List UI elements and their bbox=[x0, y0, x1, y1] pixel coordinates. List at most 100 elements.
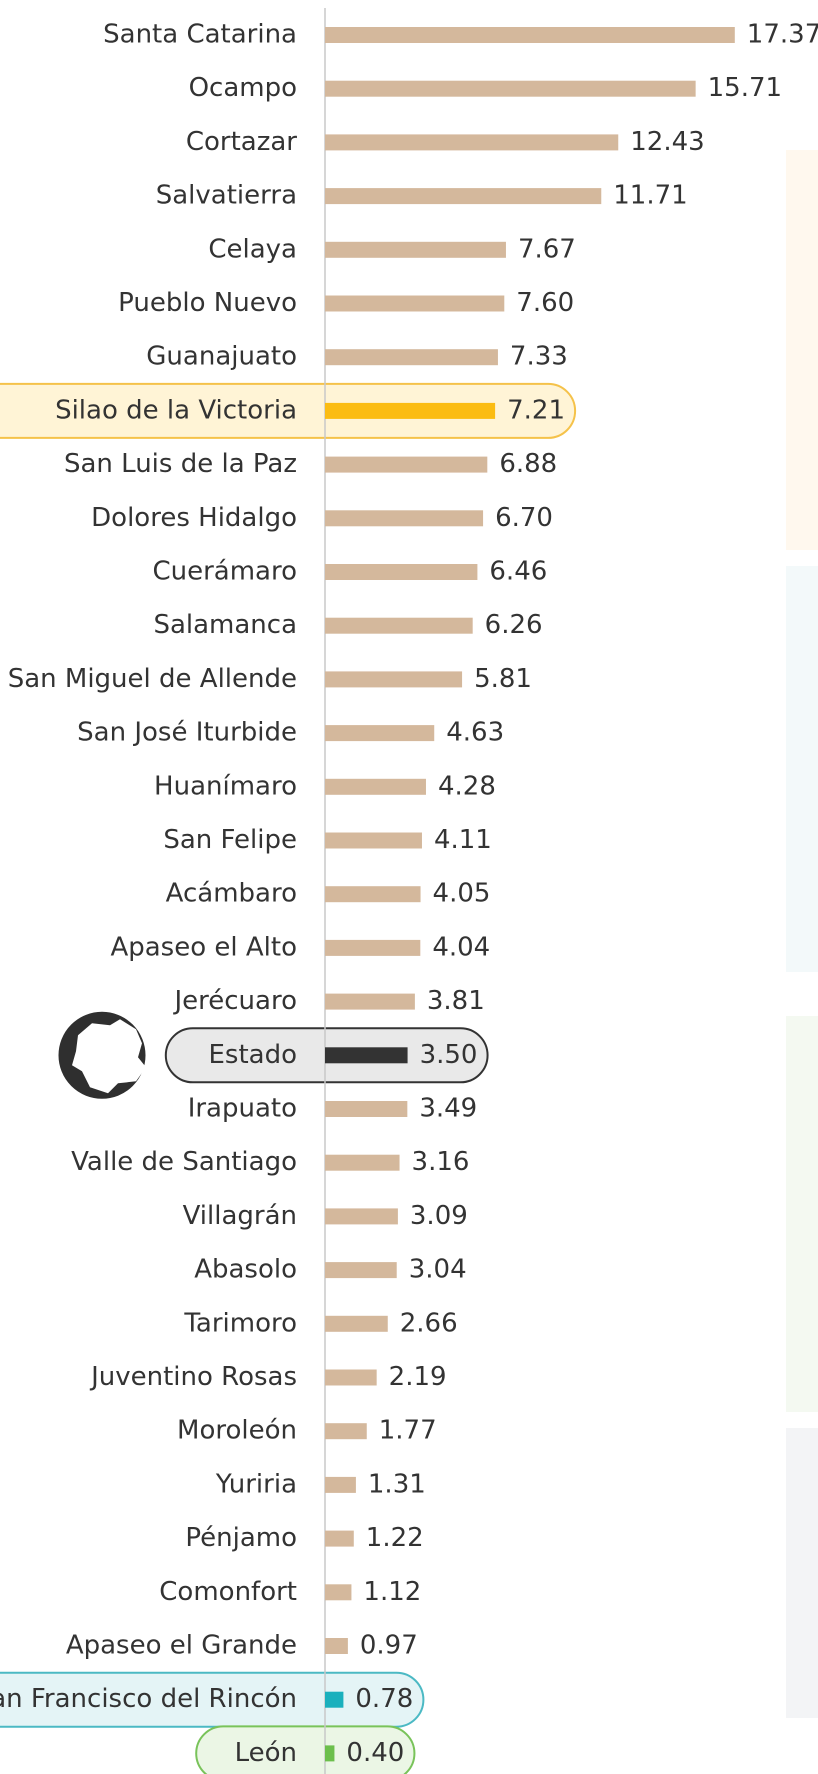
highlight-pill bbox=[195, 1725, 416, 1774]
bar bbox=[325, 295, 505, 312]
side-panel bbox=[786, 566, 818, 972]
category-label: Yuriria bbox=[215, 1469, 297, 1499]
value-label: 0.40 bbox=[346, 1738, 404, 1768]
value-label: 4.28 bbox=[438, 771, 496, 801]
category-label: Acámbaro bbox=[166, 879, 297, 909]
bar bbox=[325, 510, 484, 527]
value-label: 3.49 bbox=[419, 1094, 477, 1124]
value-label: 6.26 bbox=[485, 610, 543, 640]
bar bbox=[325, 241, 506, 258]
side-panel bbox=[786, 1016, 818, 1412]
category-label: San Miguel de Allende bbox=[8, 664, 297, 694]
bar bbox=[325, 1101, 408, 1117]
bar bbox=[325, 939, 421, 956]
bar bbox=[325, 1208, 398, 1225]
bar bbox=[325, 1154, 400, 1171]
category-label: San Francisco del Rincón bbox=[0, 1684, 297, 1714]
value-label: 4.11 bbox=[434, 825, 492, 855]
bar bbox=[325, 1476, 356, 1493]
value-label: 7.67 bbox=[518, 234, 576, 264]
value-label: 7.21 bbox=[507, 395, 565, 425]
bar bbox=[325, 456, 488, 473]
value-label: 7.60 bbox=[516, 288, 574, 318]
value-label: 6.70 bbox=[495, 503, 553, 533]
value-label: 3.09 bbox=[410, 1201, 468, 1231]
category-label: Abasolo bbox=[194, 1255, 297, 1285]
category-label: Pénjamo bbox=[185, 1523, 297, 1553]
category-label: Irapuato bbox=[188, 1094, 297, 1124]
value-label: 12.43 bbox=[630, 127, 704, 157]
bar bbox=[325, 1423, 367, 1440]
category-label: Dolores Hidalgo bbox=[91, 503, 297, 533]
value-label: 0.97 bbox=[360, 1631, 418, 1661]
category-label: San Felipe bbox=[163, 825, 297, 855]
side-panel bbox=[786, 1428, 818, 1718]
category-label: Moroleón bbox=[177, 1416, 297, 1446]
bar bbox=[325, 778, 426, 795]
category-label: Juventino Rosas bbox=[89, 1362, 297, 1392]
value-label: 3.16 bbox=[412, 1147, 470, 1177]
category-label: Ocampo bbox=[189, 73, 297, 103]
bar bbox=[325, 1530, 354, 1547]
side-panel bbox=[786, 150, 818, 550]
bar bbox=[325, 886, 421, 903]
category-label: Valle de Santiago bbox=[71, 1147, 297, 1177]
value-label: 15.71 bbox=[708, 73, 782, 103]
bar bbox=[325, 1745, 335, 1762]
value-label: 4.63 bbox=[446, 718, 504, 748]
value-label: 2.66 bbox=[400, 1308, 458, 1338]
bar bbox=[325, 80, 696, 97]
bar bbox=[325, 671, 463, 688]
bar bbox=[325, 1047, 408, 1064]
value-label: 17.37 bbox=[747, 20, 818, 50]
category-label: Salvatierra bbox=[156, 181, 297, 211]
value-label: 5.81 bbox=[474, 664, 532, 694]
value-label: 3.81 bbox=[427, 986, 485, 1016]
category-label: Apaseo el Alto bbox=[110, 932, 297, 962]
bar bbox=[325, 1638, 348, 1654]
state-shape bbox=[72, 1019, 146, 1094]
bar bbox=[325, 617, 473, 634]
value-label: 4.04 bbox=[432, 932, 490, 962]
category-label: Santa Catarina bbox=[103, 20, 297, 50]
category-label: Pueblo Nuevo bbox=[118, 288, 297, 318]
value-label: 4.05 bbox=[433, 879, 491, 909]
category-label: Apaseo el Grande bbox=[66, 1631, 297, 1661]
bar bbox=[325, 993, 415, 1010]
bar bbox=[325, 725, 435, 742]
category-label: Silao de la Victoria bbox=[55, 395, 297, 425]
category-label: Estado bbox=[208, 1040, 297, 1070]
category-label: Huanímaro bbox=[154, 771, 297, 801]
value-label: 1.77 bbox=[379, 1416, 437, 1446]
bar bbox=[325, 134, 619, 151]
bar bbox=[325, 27, 735, 43]
value-label: 1.22 bbox=[366, 1523, 424, 1553]
category-label: San Luis de la Paz bbox=[64, 449, 297, 479]
bar bbox=[325, 402, 496, 419]
bar bbox=[325, 1584, 352, 1601]
bar bbox=[325, 1315, 388, 1332]
value-label: 3.04 bbox=[409, 1255, 467, 1285]
category-label: Celaya bbox=[208, 234, 297, 264]
value-label: 6.46 bbox=[489, 557, 547, 587]
value-label: 2.19 bbox=[389, 1362, 447, 1392]
category-label: Cuerámaro bbox=[152, 557, 297, 587]
value-label: 6.88 bbox=[499, 449, 557, 479]
category-label: Cortazar bbox=[186, 127, 297, 157]
highlight-pill bbox=[0, 382, 577, 439]
bar bbox=[325, 1369, 377, 1386]
category-label: Villagrán bbox=[183, 1201, 297, 1231]
category-label: Guanajuato bbox=[146, 342, 297, 372]
value-label: 11.71 bbox=[613, 181, 687, 211]
value-label: 7.33 bbox=[510, 342, 568, 372]
bar bbox=[325, 1691, 344, 1708]
category-label: Tarimoro bbox=[183, 1308, 297, 1338]
bar bbox=[325, 188, 602, 205]
bar bbox=[325, 349, 498, 366]
value-label: 0.78 bbox=[355, 1684, 413, 1714]
bar bbox=[325, 832, 422, 849]
value-label: 1.12 bbox=[363, 1577, 421, 1607]
category-label: León bbox=[235, 1738, 297, 1768]
highlight-pill bbox=[0, 1671, 425, 1728]
